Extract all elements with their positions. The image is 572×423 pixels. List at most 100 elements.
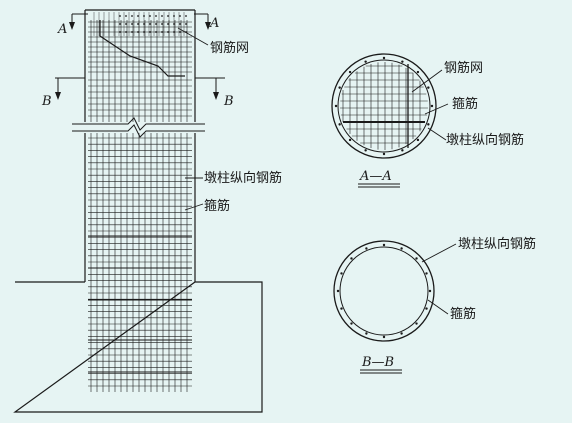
rebar-dot [167,31,169,33]
column-outline-upper [84,9,196,122]
section-a-bar-dot [382,152,386,156]
column-outline-lower [84,133,196,282]
section-mark-b-right: B [223,94,234,109]
section-a-bar-dot [427,86,430,89]
section-a-mesh [340,62,428,150]
label-stirrup-b: 箍筋 [450,306,476,322]
label-long-bar-left: 墩柱纵向钢筋 [204,170,282,186]
rebar-dot [137,15,139,17]
section-a-outer-circle [331,53,437,159]
rebar-dot [167,15,169,17]
section-b-bar-dot [382,243,386,247]
label-long-bar-b: 墩柱纵向钢筋 [458,236,536,252]
section-b-bar-dot [425,272,428,275]
rebar-dot [179,23,181,25]
rebar-dot [137,23,139,25]
section-title-a: A—A [359,169,392,184]
leader-mesh-left [177,27,209,46]
section-a-bar-dot [348,138,352,142]
section-a-arrowhead-right [205,22,211,30]
section-a-arrowhead-left [69,22,75,30]
section-a-bar-dot [416,70,420,74]
rebar-dot [149,23,151,25]
rebar-dot [131,23,133,25]
rebar-dot [161,31,163,33]
rebar-dot [125,15,127,17]
rebar-dot [125,31,127,33]
section-b-bar-dot [340,272,343,275]
leader-long-bar-b [421,243,457,263]
section-a-bar-dot [430,104,434,108]
rebar-dot [149,15,151,17]
section-b-bar-dot [400,332,403,335]
rebar-dot [155,23,157,25]
rebar-dot [161,15,163,17]
section-a-bar-dot [416,138,420,142]
leader-stirrup-a [424,103,449,115]
rebar-dot [179,15,181,17]
section-a-bar-dot [382,56,386,60]
section-a-a: 钢筋网 箍筋 墩柱纵向钢筋 A—A [331,53,524,188]
section-b-arrowhead-left [55,92,61,100]
top-mesh [88,12,192,73]
rebar-dot [155,15,157,17]
section-b-bar-dot [425,307,428,310]
rebar-dot [119,31,121,33]
section-mark-a-right: A [209,16,219,31]
leader-long-bar-a [427,127,447,141]
label-mesh-a: 钢筋网 [444,60,483,76]
section-b-bar-dot [365,332,368,335]
rebar-dot [119,15,121,17]
rebar-dot [161,23,163,25]
section-a-bar-dot [364,149,367,152]
rebar-dot [137,31,139,33]
rebar-dot [125,23,127,25]
mesh-boundary [99,20,185,77]
section-b-bar-dot [350,257,353,260]
rebar-dot [173,23,175,25]
section-mark-b-left: B [41,94,52,109]
label-mesh-left: 钢筋网 [210,40,249,56]
rebar-dot [143,15,145,17]
rebar-dot [185,15,187,17]
section-b-bar-dot [336,289,340,293]
label-stirrup-left: 箍筋 [204,198,230,214]
leader-stirrup-left [184,203,204,211]
section-b-bars [336,243,432,339]
rebar-dot [131,31,133,33]
rebar-dot [155,31,157,33]
rebar-dot [131,15,133,17]
section-b-bar-dot [365,247,368,250]
section-a-bar-dot [401,149,404,152]
section-b-bar-dot [340,307,343,310]
section-b-bar-dot [415,322,418,325]
section-b-arrowhead-right [213,92,219,100]
section-mark-a-left: A [57,22,67,37]
section-b-bar-dot [382,335,386,339]
section-a-bar-dot [334,104,338,108]
section-a-bar-dot [401,60,404,63]
rebar-dot [167,23,169,25]
break-line [72,117,205,138]
rebar-dot [143,23,145,25]
section-title-a-underline [358,183,400,188]
section-a-stirrup-circle [337,59,431,153]
section-a-bar-dot [338,123,341,126]
section-a-bar-dot [364,60,367,63]
rebar-dot [179,31,181,33]
label-long-bar-a: 墩柱纵向钢筋 [446,132,524,148]
section-b-bar-dot [428,289,432,293]
footing-outline [13,281,263,413]
pier-elevation: A A B B 钢筋网 墩柱纵向钢筋 箍筋 [13,9,282,413]
rebar-dot [143,31,145,33]
section-title-b: B—B [361,355,394,370]
section-a-bars [334,56,434,156]
section-title-b-underline [360,369,402,374]
leader-stirrup-b [427,299,449,315]
leader-mesh-a [411,69,443,93]
section-b-b: 墩柱纵向钢筋 箍筋 B—B [333,236,536,374]
top-rebar-dots [119,15,187,33]
stirrups [88,79,192,387]
rebar-dot [173,31,175,33]
